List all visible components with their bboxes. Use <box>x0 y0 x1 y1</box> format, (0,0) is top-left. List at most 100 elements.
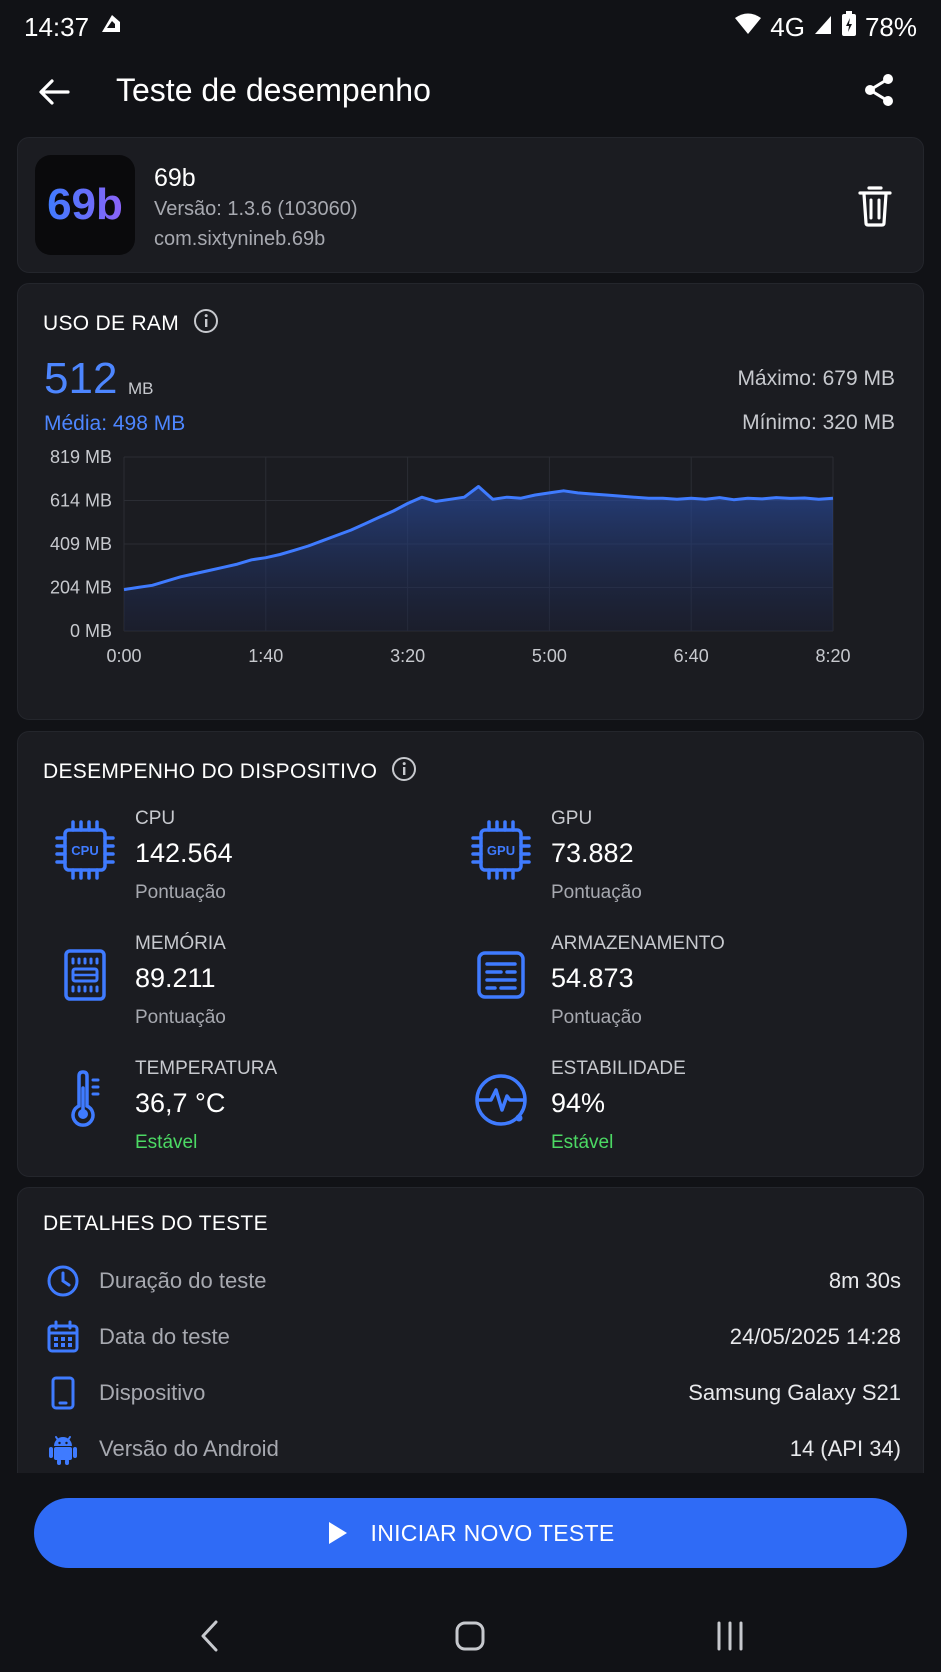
ram-current-value: 512 <box>44 354 118 403</box>
page-title: Teste de desempenho <box>116 72 431 108</box>
device-performance-card: DESEMPENHO DO DISPOSITIVO CPU CPU 142.56… <box>17 731 924 1177</box>
app-version: Versão: 1.3.6 (103060) <box>154 198 358 220</box>
share-button[interactable] <box>857 68 901 112</box>
nav-back-button[interactable] <box>180 1614 240 1658</box>
detail-row-duration: Duração do teste 8m 30s <box>43 1261 901 1301</box>
temperature-label: TEMPERATURA <box>135 1058 278 1079</box>
cpu-score-caption: Pontuação <box>135 882 226 903</box>
cpu-icon: CPU <box>55 820 115 880</box>
storage-score: 54.873 <box>551 963 634 993</box>
detail-label: Dispositivo <box>99 1380 206 1405</box>
storage-label: ARMAZENAMENTO <box>551 933 725 954</box>
memory-icon <box>55 945 115 1005</box>
x-tick-label: 1:40 <box>248 646 283 664</box>
detail-row-date: Data do teste 24/05/2025 14:28 <box>43 1317 901 1357</box>
gpu-icon: GPU <box>471 820 531 880</box>
start-new-test-button[interactable]: INICIAR NOVO TESTE <box>34 1498 907 1568</box>
x-tick-label: 8:20 <box>815 646 850 664</box>
ram-line <box>123 485 834 592</box>
nav-recents-icon <box>717 1621 743 1651</box>
gpu-score: 73.882 <box>551 838 634 868</box>
detail-row-device: Dispositivo Samsung Galaxy S21 <box>43 1373 901 1413</box>
stability-label: ESTABILIDADE <box>551 1058 686 1079</box>
ram-max: Máximo: 679 MB <box>737 367 895 390</box>
detail-value: 14 (API 34) <box>789 1436 901 1461</box>
metric-temperature: TEMPERATURA 36,7 °C Estável <box>43 1058 463 1168</box>
metric-stability: ESTABILIDADE 94% Estável <box>459 1058 879 1168</box>
battery-icon <box>841 10 857 44</box>
metric-cpu: CPU CPU 142.564 Pontuação <box>43 808 463 918</box>
storage-icon <box>471 945 531 1005</box>
detail-label: Data do teste <box>99 1324 230 1349</box>
ram-min: Mínimo: 320 MB <box>742 411 895 434</box>
memory-score: 89.211 <box>135 963 216 993</box>
nav-back-icon <box>201 1620 218 1652</box>
notification-icon <box>99 12 123 43</box>
wifi-icon <box>734 12 762 43</box>
phone-icon <box>43 1375 83 1411</box>
details-section-title: DETALHES DO TESTE <box>43 1212 268 1235</box>
memory-score-caption: Pontuação <box>135 1007 226 1028</box>
performance-title: DESEMPENHO DO DISPOSITIVO <box>43 760 378 783</box>
app-logo: 69b <box>35 155 135 255</box>
delete-button[interactable] <box>855 184 895 228</box>
ram-current-unit: MB <box>128 379 154 398</box>
gpu-score-caption: Pontuação <box>551 882 642 903</box>
app-package: com.sixtynineb.69b <box>154 228 326 250</box>
start-new-test-label: INICIAR NOVO TESTE <box>370 1519 615 1546</box>
app-name: 69b <box>154 164 196 192</box>
memory-label: MEMÓRIA <box>135 933 226 954</box>
detail-value: Samsung Galaxy S21 <box>688 1380 901 1405</box>
play-icon <box>328 1522 347 1544</box>
status-bar: 14:37 4G 78% <box>0 0 941 54</box>
signal-icon <box>813 12 833 43</box>
thermometer-icon <box>55 1070 115 1130</box>
network-type: 4G <box>770 11 805 42</box>
clock-icon <box>43 1263 83 1299</box>
svg-text:CPU: CPU <box>71 843 98 858</box>
nav-home-button[interactable] <box>440 1614 500 1658</box>
y-tick-label: 409 MB <box>50 534 112 554</box>
cpu-label: CPU <box>135 808 176 829</box>
x-tick-label: 0:00 <box>106 646 141 664</box>
x-tick-label: 6:40 <box>674 646 709 664</box>
back-button[interactable] <box>32 70 76 114</box>
metric-gpu: GPU GPU 73.882 Pontuação <box>459 808 879 918</box>
metric-storage: ARMAZENAMENTO 54.873 Pontuação <box>459 933 879 1043</box>
x-tick-label: 5:00 <box>532 646 567 664</box>
ram-chart: 0 MB 204 MB 409 MB 614 MB 819 MB 0:00 1:40 3:20… <box>50 447 851 664</box>
detail-label: Duração do teste <box>99 1268 267 1293</box>
detail-label: Versão do Android <box>99 1436 279 1461</box>
gpu-label: GPU <box>551 808 593 829</box>
y-tick-label: 819 MB <box>50 447 112 467</box>
battery-level: 78% <box>864 11 917 42</box>
y-tick-label: 0 MB <box>70 621 112 641</box>
nav-recents-button[interactable] <box>700 1614 760 1658</box>
y-tick-label: 204 MB <box>50 578 112 598</box>
app-info-card: 69b 69b Versão: 1.3.6 (103060) com.sixty… <box>17 137 924 273</box>
list-fade <box>0 1473 941 1499</box>
trash-icon <box>858 186 892 227</box>
android-icon <box>43 1431 83 1467</box>
stability-status: Estável <box>551 1132 614 1153</box>
ram-info-icon[interactable] <box>193 308 219 340</box>
performance-info-icon[interactable] <box>391 756 417 788</box>
share-icon <box>865 74 893 106</box>
svg-text:GPU: GPU <box>487 843 515 858</box>
app-bar: Teste de desempenho <box>0 54 941 128</box>
stability-value: 94% <box>551 1088 606 1118</box>
detail-value: 8m 30s <box>828 1268 901 1293</box>
stability-icon <box>471 1070 531 1130</box>
nav-home-icon <box>455 1621 485 1651</box>
metric-memory: MEMÓRIA 89.211 Pontuação <box>43 933 463 1043</box>
x-tick-label: 3:20 <box>390 646 425 664</box>
test-details-card: DETALHES DO TESTE Duração do teste 8m 30… <box>17 1187 924 1477</box>
detail-row-android-version: Versão do Android 14 (API 34) <box>43 1429 901 1469</box>
detail-value: 24/05/2025 14:28 <box>729 1324 901 1349</box>
ram-average: Média: 498 MB <box>44 412 186 435</box>
system-navigation-bar <box>0 1600 941 1672</box>
status-time: 14:37 <box>24 11 90 42</box>
y-tick-label: 614 MB <box>50 491 112 511</box>
temperature-value: 36,7 °C <box>135 1088 226 1118</box>
storage-score-caption: Pontuação <box>551 1007 642 1028</box>
